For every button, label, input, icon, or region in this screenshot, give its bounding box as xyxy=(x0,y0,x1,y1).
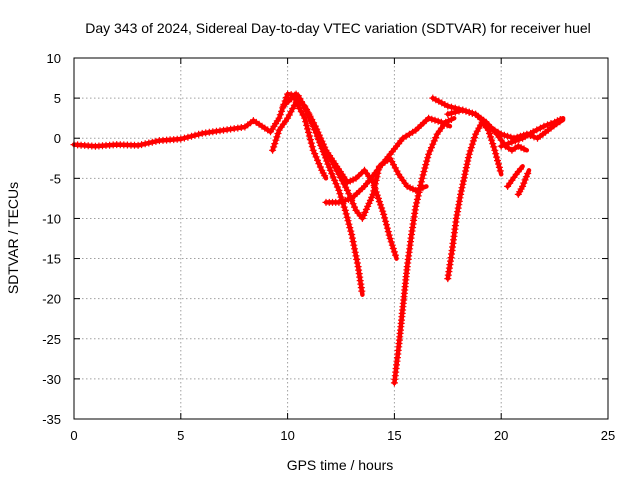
series-arc-12 xyxy=(497,115,566,150)
x-tick-label: 10 xyxy=(280,428,294,443)
plus-markers xyxy=(444,118,504,283)
plus-markers xyxy=(514,170,532,198)
data-series xyxy=(70,90,566,387)
y-axis-ticks: 10 5 0 -5 -10 -15 -20 -25 -30 -35 xyxy=(42,51,608,427)
grid xyxy=(74,58,608,419)
y-tick-label: -15 xyxy=(42,252,61,267)
plus-markers xyxy=(322,114,451,206)
plus-markers xyxy=(497,116,564,150)
plus-markers xyxy=(290,94,399,259)
plot-frame xyxy=(73,57,609,420)
y-tick-label: 0 xyxy=(54,131,61,146)
plus-markers xyxy=(504,165,524,190)
series-arc-6 xyxy=(390,115,457,387)
series-arc-10 xyxy=(504,164,525,190)
plus-markers xyxy=(279,90,366,295)
x-tick-label: 25 xyxy=(601,428,615,443)
series-band xyxy=(71,91,429,221)
y-tick-label: -30 xyxy=(42,372,61,387)
x-axis-label: GPS time / hours xyxy=(287,457,394,473)
y-tick-label: 5 xyxy=(54,91,61,106)
x-tick-label: 0 xyxy=(70,428,77,443)
y-tick-label: -35 xyxy=(42,412,61,427)
chart-title: Day 343 of 2024, Sidereal Day-to-day VTE… xyxy=(85,20,591,36)
y-axis-label: SDTVAR / TECUs xyxy=(5,182,21,294)
series-arc-11 xyxy=(514,168,532,198)
x-tick-label: 20 xyxy=(494,428,508,443)
x-axis-ticks: 0 5 10 15 20 25 xyxy=(70,58,615,443)
plus-markers xyxy=(390,116,455,387)
plus-markers xyxy=(70,90,427,222)
y-tick-label: -25 xyxy=(42,332,61,347)
series-arc-1 xyxy=(70,90,429,222)
series-arc-2 xyxy=(269,98,329,181)
y-tick-label: -10 xyxy=(42,211,61,226)
plus-markers xyxy=(269,98,329,180)
x-tick-label: 15 xyxy=(387,428,401,443)
x-tick-label: 5 xyxy=(177,428,184,443)
y-tick-label: -5 xyxy=(49,171,61,186)
y-tick-label: -20 xyxy=(42,292,61,307)
y-tick-label: 10 xyxy=(47,51,61,66)
series-arc-4 xyxy=(290,94,399,261)
series-arc-5 xyxy=(322,114,453,206)
series-arc-3 xyxy=(279,90,366,297)
series-arc-7 xyxy=(444,118,504,283)
